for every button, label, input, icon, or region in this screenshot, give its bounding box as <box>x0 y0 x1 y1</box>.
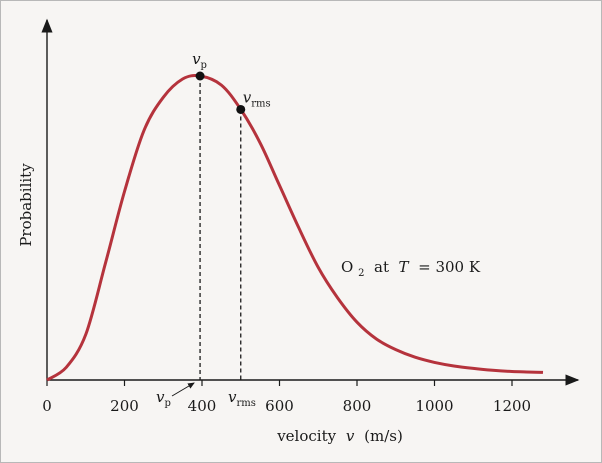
x-axis-title-var: v <box>346 427 355 445</box>
vrms-axis-callout: vrms <box>228 388 256 409</box>
x-tick-label: 600 <box>265 397 294 415</box>
annotation-species: O <box>341 258 353 276</box>
x-tick-label: 400 <box>188 397 217 415</box>
vp-axis-callout: vp <box>156 388 171 409</box>
x-tick-label: 1200 <box>493 397 531 415</box>
annotation-species-sub: 2 <box>358 268 364 279</box>
x-tick-group: 0 200 400 600 800 1000 1200 <box>42 380 531 415</box>
annotation-at: at <box>369 258 394 276</box>
x-tick-label: 0 <box>42 397 52 415</box>
x-tick-label: 800 <box>343 397 372 415</box>
x-tick-label: 200 <box>110 397 139 415</box>
annotation-temp-var: T <box>399 258 410 276</box>
marker-group: vp vrms <box>192 50 271 114</box>
marker-point-rms <box>236 104 246 114</box>
annotation-temp-value: = 300 K <box>413 258 481 276</box>
curve-annotation: O 2 at T = 300 K <box>341 258 481 280</box>
vp-callout-arrow <box>171 382 195 397</box>
x-axis-title-unit: (m/s) <box>364 427 403 445</box>
x-axis-title-word: velocity <box>276 427 336 445</box>
marker-dropline-group <box>199 76 242 380</box>
x-axis-title: velocity v (m/s) <box>276 427 403 445</box>
y-axis-title: Probability <box>17 163 35 247</box>
distribution-curve <box>46 74 544 382</box>
marker-label-p: vp <box>192 50 207 71</box>
marker-point-p <box>195 71 205 81</box>
marker-label-rms: vrms <box>243 88 271 109</box>
x-tick-label: 1000 <box>415 397 453 415</box>
